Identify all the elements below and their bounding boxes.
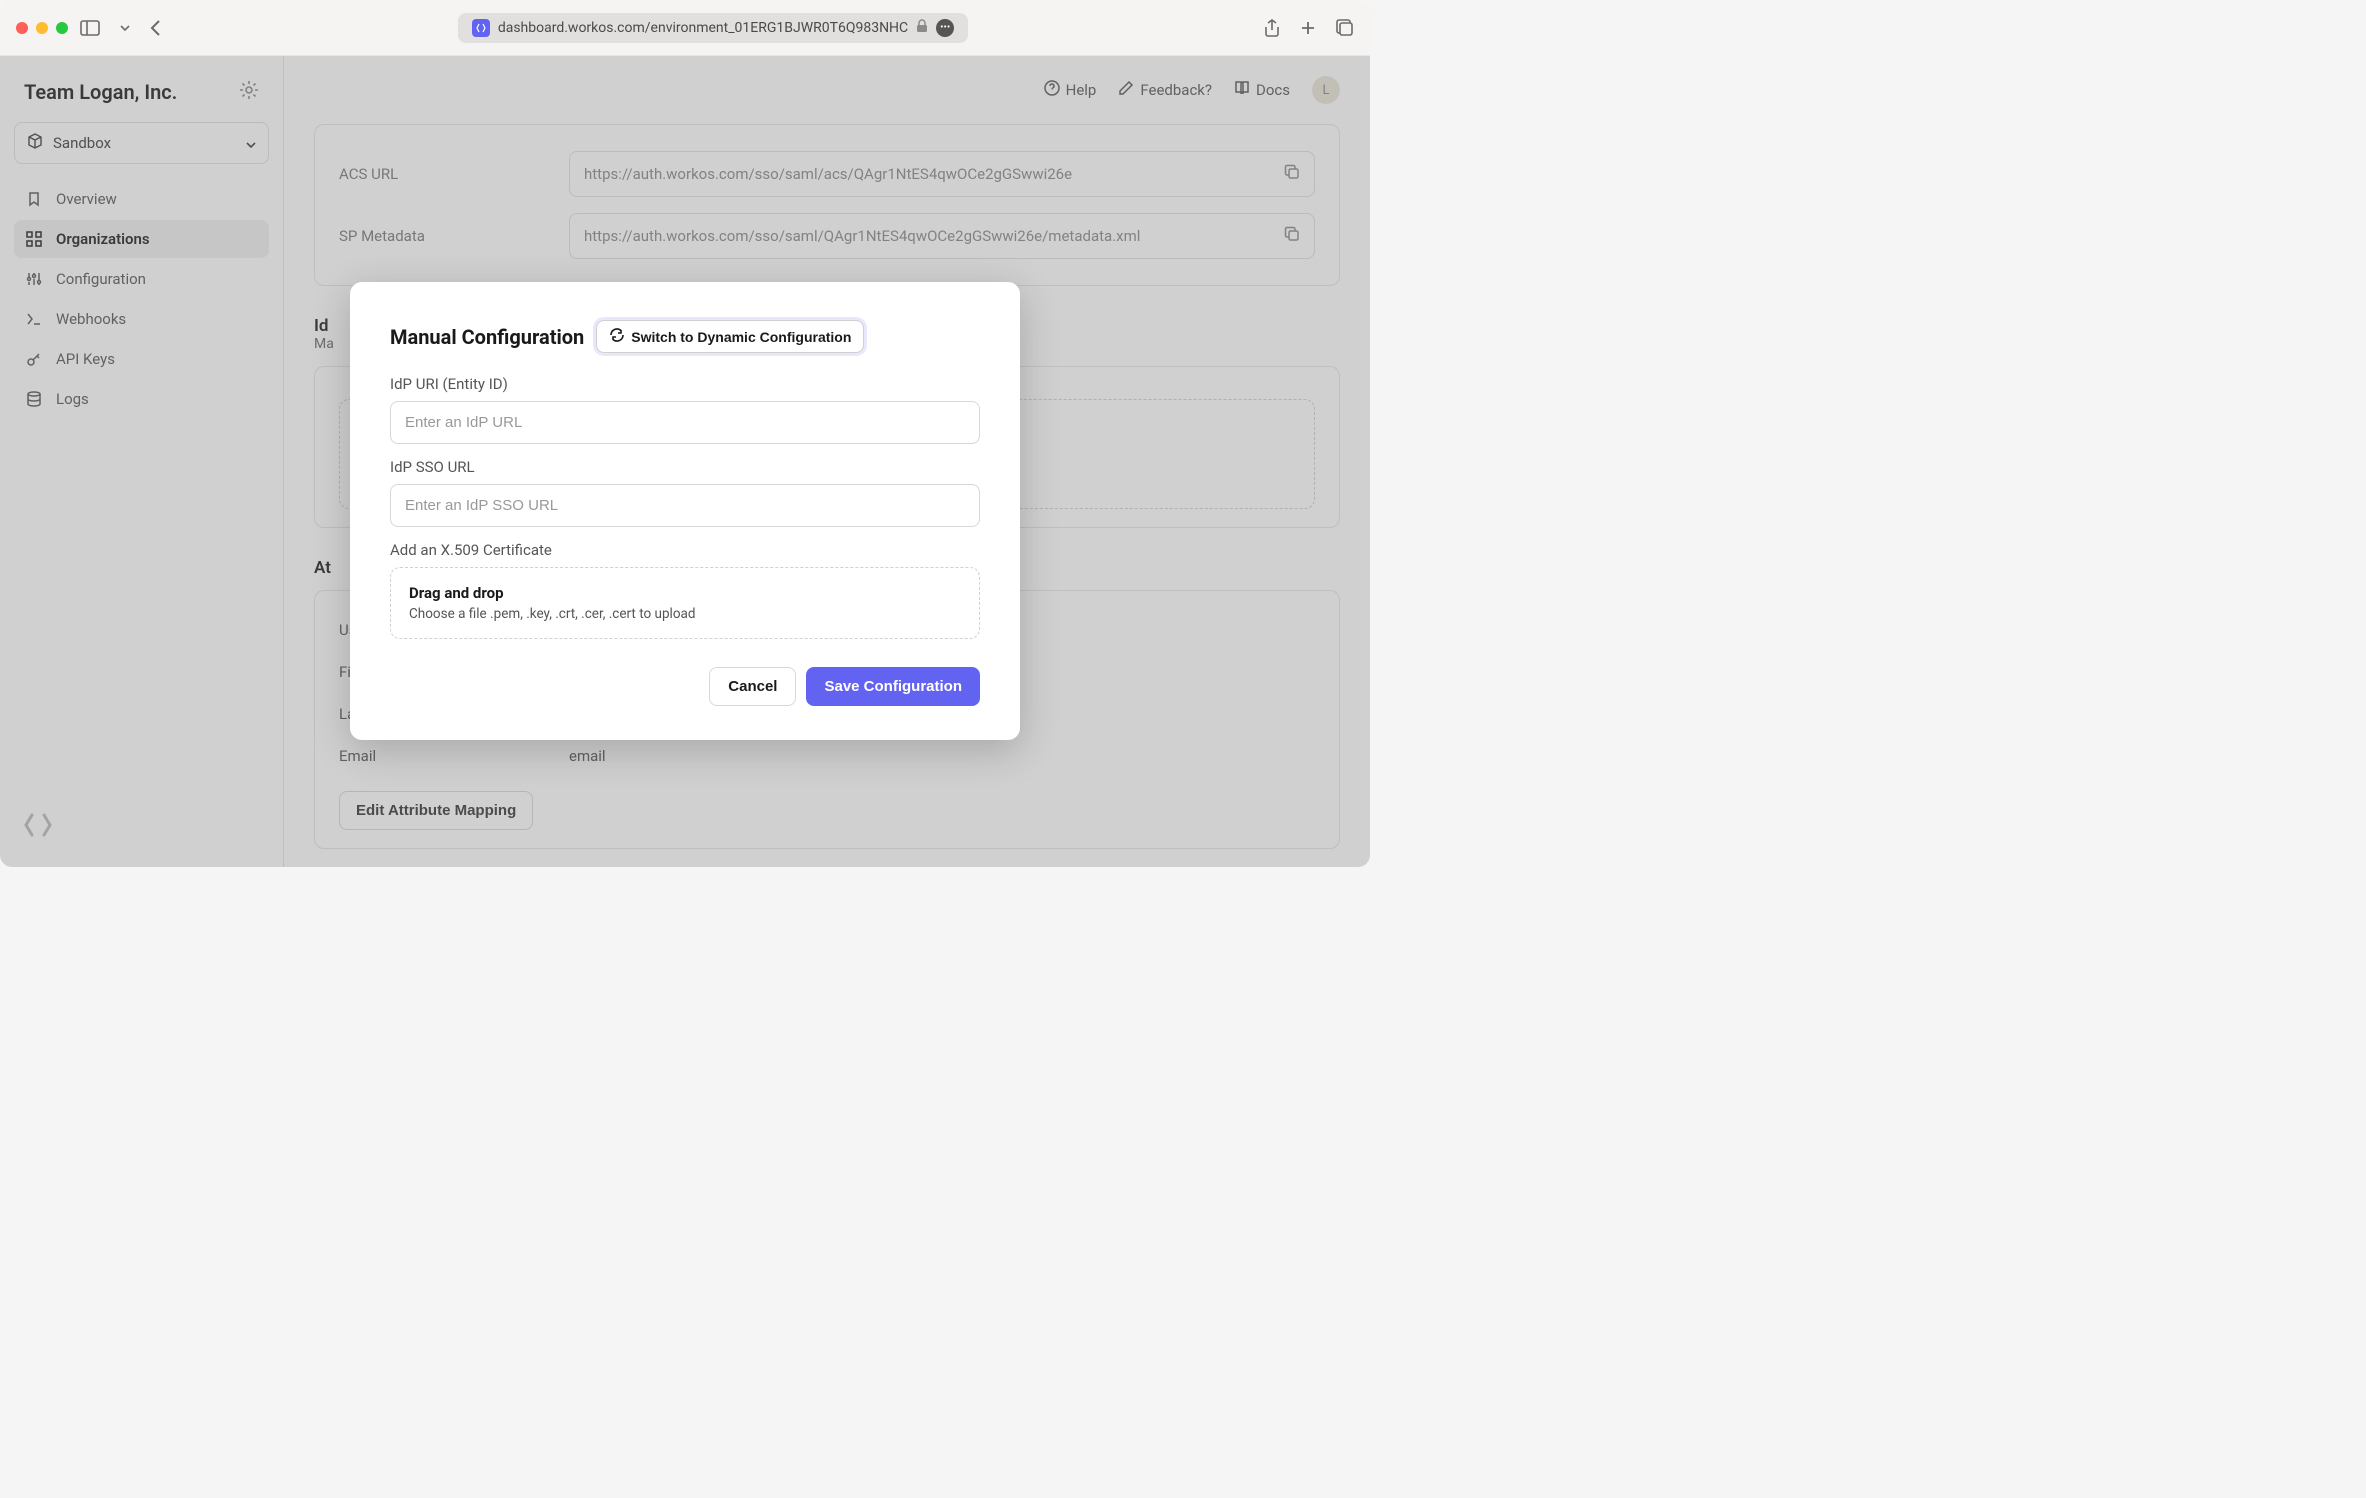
site-favicon [472, 19, 490, 37]
share-icon[interactable] [1264, 19, 1280, 37]
window-controls [16, 22, 68, 34]
address-bar[interactable]: dashboard.workos.com/environment_01ERG1B… [458, 13, 968, 43]
url-text: dashboard.workos.com/environment_01ERG1B… [498, 20, 908, 36]
site-settings-icon[interactable]: ••• [936, 19, 954, 37]
minimize-window[interactable] [36, 22, 48, 34]
dropzone-subtitle: Choose a file .pem, .key, .crt, .cer, .c… [409, 606, 961, 622]
close-window[interactable] [16, 22, 28, 34]
modal-title: Manual Configuration [390, 325, 584, 349]
new-tab-icon[interactable] [1300, 19, 1316, 37]
refresh-icon [609, 327, 625, 346]
modal-overlay[interactable]: Manual Configuration Switch to Dynamic C… [0, 56, 1370, 867]
idp-uri-label: IdP URI (Entity ID) [390, 375, 980, 393]
idp-sso-input[interactable] [390, 484, 980, 527]
switch-configuration-button[interactable]: Switch to Dynamic Configuration [596, 320, 864, 353]
back-icon[interactable] [150, 19, 162, 37]
browser-window: dashboard.workos.com/environment_01ERG1B… [0, 0, 1370, 867]
browser-chrome: dashboard.workos.com/environment_01ERG1B… [0, 0, 1370, 56]
sidebar-toggle-icon[interactable] [80, 20, 100, 36]
manual-configuration-modal: Manual Configuration Switch to Dynamic C… [350, 282, 1020, 740]
maximize-window[interactable] [56, 22, 68, 34]
idp-sso-label: IdP SSO URL [390, 458, 980, 476]
chevron-down-icon[interactable] [120, 25, 130, 31]
dropzone-title: Drag and drop [409, 584, 961, 602]
cancel-button[interactable]: Cancel [709, 667, 796, 706]
tabs-icon[interactable] [1336, 19, 1354, 37]
switch-button-label: Switch to Dynamic Configuration [631, 329, 851, 345]
certificate-dropzone[interactable]: Drag and drop Choose a file .pem, .key, … [390, 567, 980, 639]
idp-uri-input[interactable] [390, 401, 980, 444]
save-configuration-button[interactable]: Save Configuration [806, 667, 980, 706]
cert-label: Add an X.509 Certificate [390, 541, 980, 559]
lock-icon [916, 19, 928, 37]
